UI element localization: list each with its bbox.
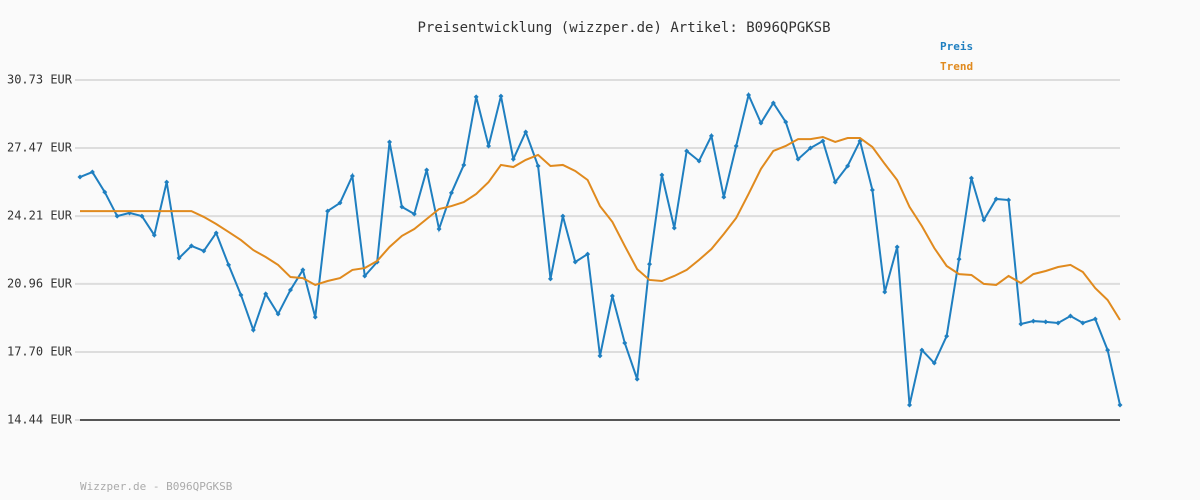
point: [337, 200, 343, 206]
y-tick-label: 17.70 EUR: [7, 344, 73, 358]
point: [609, 293, 615, 299]
point: [77, 174, 83, 180]
point: [510, 156, 516, 162]
point: [399, 204, 405, 210]
point: [746, 92, 752, 98]
point: [560, 213, 566, 219]
point: [387, 139, 393, 145]
point: [151, 232, 157, 238]
point: [1067, 313, 1073, 319]
point: [696, 158, 702, 164]
point: [820, 138, 826, 144]
point: [325, 208, 331, 214]
point: [585, 251, 591, 257]
point: [845, 163, 851, 169]
point: [498, 93, 504, 99]
point: [238, 292, 244, 298]
point: [164, 179, 170, 185]
point: [535, 163, 541, 169]
y-tick-label: 27.47 EUR: [7, 141, 73, 155]
point: [213, 230, 219, 236]
point: [931, 360, 937, 366]
point: [89, 169, 95, 175]
point: [448, 190, 454, 196]
point: [300, 267, 306, 273]
point: [275, 311, 281, 317]
point: [956, 256, 962, 262]
point: [634, 376, 640, 382]
point: [263, 291, 269, 297]
point: [597, 353, 603, 359]
point: [944, 333, 950, 339]
point: [894, 244, 900, 250]
point: [547, 276, 553, 282]
point: [287, 287, 293, 293]
point: [1080, 320, 1086, 326]
point: [919, 347, 925, 353]
point: [411, 211, 417, 217]
legend-entry: Trend: [940, 60, 973, 73]
point: [1092, 316, 1098, 322]
point: [659, 172, 665, 178]
point: [832, 179, 838, 185]
point: [1105, 347, 1111, 353]
point: [882, 289, 888, 295]
point: [869, 187, 875, 193]
point: [473, 94, 479, 100]
point: [424, 167, 430, 173]
y-tick-label: 20.96 EUR: [7, 276, 73, 290]
y-tick-label: 30.73 EUR: [7, 73, 73, 87]
point: [770, 100, 776, 106]
point: [684, 148, 690, 154]
point: [1006, 197, 1012, 203]
point: [114, 213, 120, 219]
point: [523, 129, 529, 135]
point: [968, 175, 974, 181]
point: [671, 225, 677, 231]
point: [1043, 319, 1049, 325]
y-tick-label: 14.44 EUR: [7, 413, 73, 427]
point: [622, 340, 628, 346]
point: [721, 194, 727, 200]
point: [461, 162, 467, 168]
point: [201, 248, 207, 254]
point: [981, 217, 987, 223]
point: [807, 145, 813, 151]
y-tick-label: 24.21 EUR: [7, 209, 73, 223]
point: [795, 156, 801, 162]
point: [758, 120, 764, 126]
series-line: [80, 135, 1121, 321]
point: [907, 402, 913, 408]
point: [1030, 318, 1036, 324]
point: [1055, 320, 1061, 326]
point: [1117, 402, 1123, 408]
footer: Wizzper.de - B096QPGKSB: [80, 480, 233, 493]
point: [647, 261, 653, 267]
point: [139, 213, 145, 219]
point: [1018, 321, 1024, 327]
point: [362, 273, 368, 279]
point: [993, 196, 999, 202]
chart-title: Preisentwicklung (wizzper.de) Artikel: B…: [417, 20, 830, 36]
point: [188, 243, 194, 249]
point: [733, 143, 739, 149]
point: [708, 133, 714, 139]
point: [176, 255, 182, 261]
point: [783, 119, 789, 125]
point: [436, 226, 442, 232]
point: [572, 259, 578, 265]
point: [486, 143, 492, 149]
point: [250, 327, 256, 333]
point: [349, 173, 355, 179]
legend-entry: Preis: [940, 40, 973, 53]
point: [312, 314, 318, 320]
point: [226, 262, 232, 268]
point: [102, 189, 108, 195]
